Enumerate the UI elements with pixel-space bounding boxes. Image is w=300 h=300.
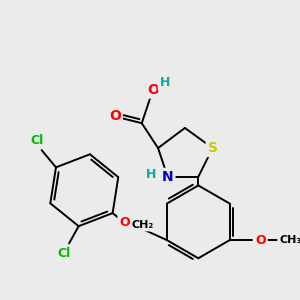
Text: H: H — [160, 76, 170, 89]
Text: CH₃: CH₃ — [279, 235, 300, 245]
Text: H: H — [146, 168, 157, 182]
Text: O: O — [147, 82, 159, 97]
Text: O: O — [119, 216, 130, 229]
Text: O: O — [255, 233, 266, 247]
Text: Cl: Cl — [30, 134, 44, 147]
Text: O: O — [109, 110, 121, 124]
Text: Cl: Cl — [58, 247, 71, 260]
Text: S: S — [208, 141, 218, 155]
Text: N: N — [162, 170, 173, 184]
Text: CH₂: CH₂ — [132, 220, 154, 230]
